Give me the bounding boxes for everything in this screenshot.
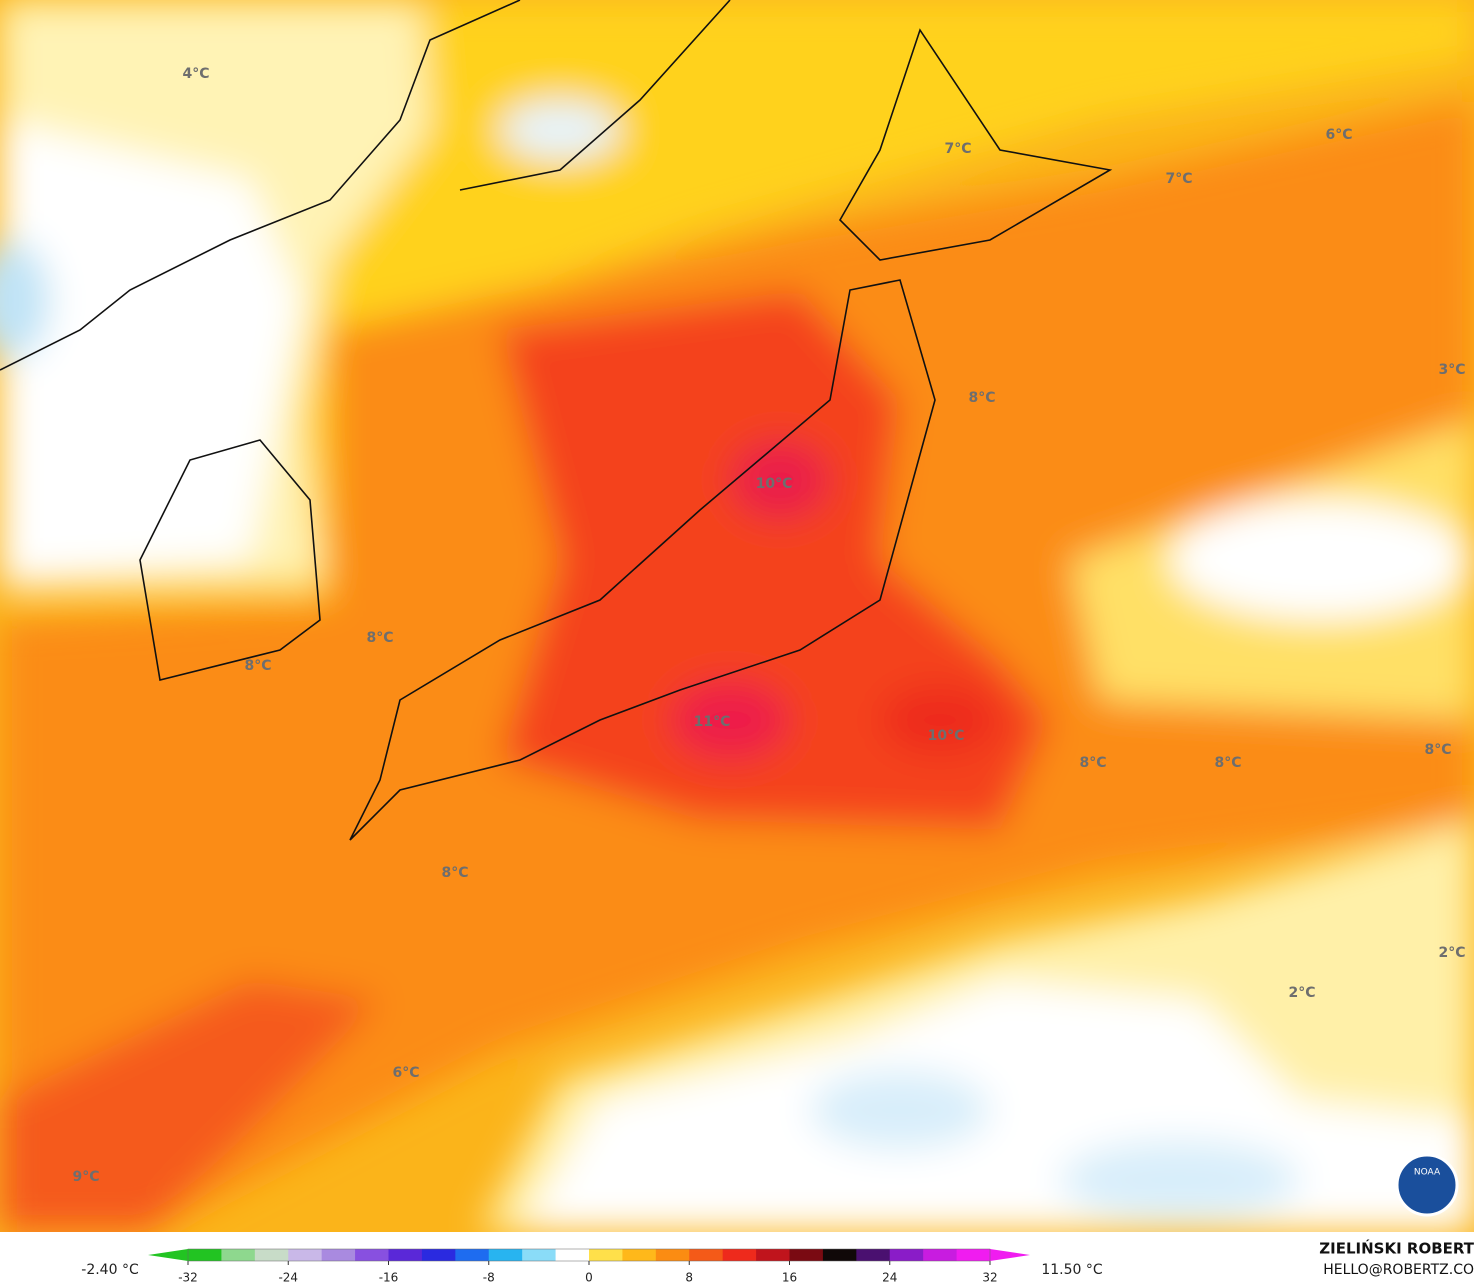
- colorbar-end: [990, 1249, 1030, 1261]
- colorbar-segment: [355, 1249, 389, 1261]
- temperature-label: 6°C: [392, 1065, 419, 1081]
- colorbar-tick-label: 32: [982, 1271, 997, 1285]
- colorbar-tick-label: 0: [585, 1271, 593, 1285]
- max-label: 11.50 °C: [1041, 1262, 1103, 1278]
- temperature-label: 10°C: [928, 728, 965, 744]
- colorbar-segment: [956, 1249, 991, 1261]
- temperature-label: 8°C: [441, 865, 468, 881]
- temperature-label: 7°C: [1165, 171, 1192, 187]
- colorbar-segment: [254, 1249, 289, 1261]
- colorbar-segment: [889, 1249, 924, 1261]
- colorbar-segment: [789, 1249, 824, 1261]
- colorbar-tick-label: 16: [782, 1271, 797, 1285]
- logo-text: NOAA: [1414, 1168, 1441, 1178]
- temperature-label: 8°C: [244, 658, 271, 674]
- temperature-label: 3°C: [1438, 362, 1465, 378]
- temperature-label: 4°C: [182, 66, 209, 82]
- colorbar-tick-label: 8: [685, 1271, 693, 1285]
- colorbar-segment: [856, 1249, 891, 1261]
- colorbar-segment: [822, 1249, 857, 1261]
- author: ZIELIŃSKI ROBERT: [1319, 1239, 1474, 1258]
- colorbar-segment: [421, 1249, 456, 1261]
- colorbar-tick-label: -32: [178, 1271, 198, 1285]
- colorbar-segment: [488, 1249, 523, 1261]
- colorbar-segment: [188, 1249, 222, 1261]
- temperature-field: [0, 0, 1474, 1232]
- noaa-logo: NOAA: [1395, 1153, 1459, 1217]
- colorbar-segment: [455, 1249, 490, 1261]
- colorbar-segment: [655, 1249, 690, 1261]
- colorbar-segment: [388, 1249, 423, 1261]
- colorbar-segment: [522, 1249, 557, 1261]
- contact: HELLO@ROBERTZ.CO: [1323, 1262, 1474, 1278]
- temperature-label: 2°C: [1438, 945, 1465, 961]
- coastlines: [0, 0, 1113, 841]
- temperature-label: 9°C: [72, 1169, 99, 1185]
- colorbar-segment: [221, 1249, 256, 1261]
- colorbar-segment: [555, 1249, 590, 1261]
- colorbar-end: [148, 1249, 188, 1261]
- colorbar-segment: [689, 1249, 724, 1261]
- colorbar-tick-label: -16: [379, 1271, 399, 1285]
- temperature-label: 8°C: [366, 630, 393, 646]
- temperature-label: 2°C: [1288, 985, 1315, 1001]
- temperature-label: 8°C: [1079, 755, 1106, 771]
- colorbar-tick-label: -24: [278, 1271, 298, 1285]
- temperature-label: 6°C: [1325, 127, 1352, 143]
- temperature-label: 7°C: [944, 141, 971, 157]
- colorbar-segment: [756, 1249, 790, 1261]
- colorbar-segment: [288, 1249, 323, 1261]
- temperature-label: 11°C: [694, 714, 731, 730]
- temperature-label: 10°C: [756, 476, 793, 492]
- temperature-label: 8°C: [1424, 742, 1451, 758]
- colorbar-tick-label: 24: [882, 1271, 897, 1285]
- colorbar-segment: [321, 1249, 356, 1261]
- temperature-label: 8°C: [1214, 755, 1241, 771]
- colorbar-segment: [589, 1249, 623, 1261]
- colorbar-segment: [923, 1249, 958, 1261]
- colorbar-segment: [622, 1249, 657, 1261]
- colorbar-segment: [722, 1249, 757, 1261]
- colorbar-tick-label: -8: [483, 1271, 495, 1285]
- min-label: -2.40 °C: [81, 1262, 139, 1278]
- temperature-label: 8°C: [968, 390, 995, 406]
